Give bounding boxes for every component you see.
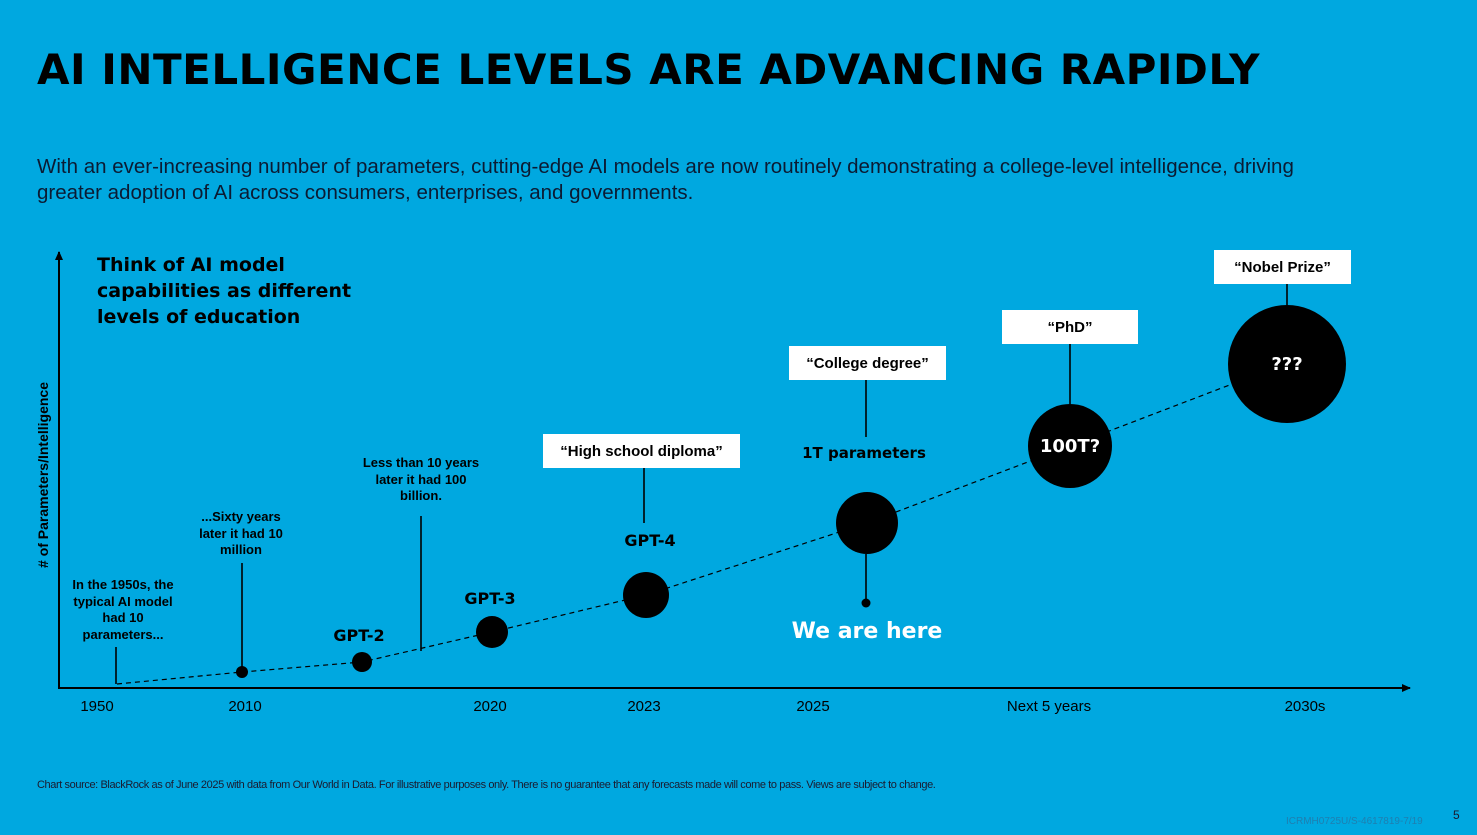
- dot-we-are-here: [861, 598, 871, 608]
- note-1950: In the 1950s, the typical AI model had 1…: [72, 577, 174, 642]
- note-2017: Less than 10 years later it had 100 bill…: [362, 455, 480, 503]
- label-gpt4: GPT-4: [624, 531, 676, 550]
- growth-trend-line: [116, 362, 1288, 685]
- label-gpt3: GPT-3: [464, 589, 516, 608]
- circle-gpt2: [352, 652, 372, 672]
- page-subtitle: With an ever-increasing number of parame…: [37, 155, 1294, 204]
- label-1t-parameters: 1T parameters: [802, 444, 926, 462]
- tick-1950: 1950: [80, 698, 114, 715]
- we-are-here-label: We are here: [791, 619, 943, 644]
- tick-2010: 2010: [228, 698, 262, 715]
- tick-2020: 2020: [473, 698, 507, 715]
- circle-100t: 100T?: [1028, 404, 1112, 488]
- label-gpt2: GPT-2: [333, 626, 385, 645]
- box-nobel: “Nobel Prize”: [1214, 250, 1351, 284]
- tick-2030s: 2030s: [1284, 698, 1326, 715]
- note-2010: ...Sixty years later it had 10 million: [199, 509, 283, 557]
- circle-unknown: ???: [1228, 305, 1346, 423]
- box-college: “College degree”: [789, 346, 946, 380]
- page-number: 5: [1453, 808, 1460, 822]
- tick-2023: 2023: [627, 698, 661, 715]
- box-phd: “PhD”: [1002, 310, 1138, 344]
- circle-gpt4: [623, 572, 669, 618]
- callout-text: Think of AI model capabilities as differ…: [97, 254, 352, 328]
- circle-gpt3: [476, 616, 508, 648]
- dot-2010: [236, 666, 248, 678]
- page-title: AI INTELLIGENCE LEVELS ARE ADVANCING RAP…: [37, 45, 1261, 94]
- y-axis-label-text: # of Parameters/Intelligence: [35, 382, 51, 568]
- tick-next-5-years: Next 5 years: [1006, 698, 1092, 715]
- tick-2025: 2025: [796, 698, 830, 715]
- chart-source: Chart source: BlackRock as of June 2025 …: [37, 779, 936, 791]
- box-high-school: “High school diploma”: [543, 434, 740, 468]
- circle-1t: [836, 492, 898, 554]
- document-code: ICRMH0725U/S-4617819-7/19: [1286, 816, 1423, 827]
